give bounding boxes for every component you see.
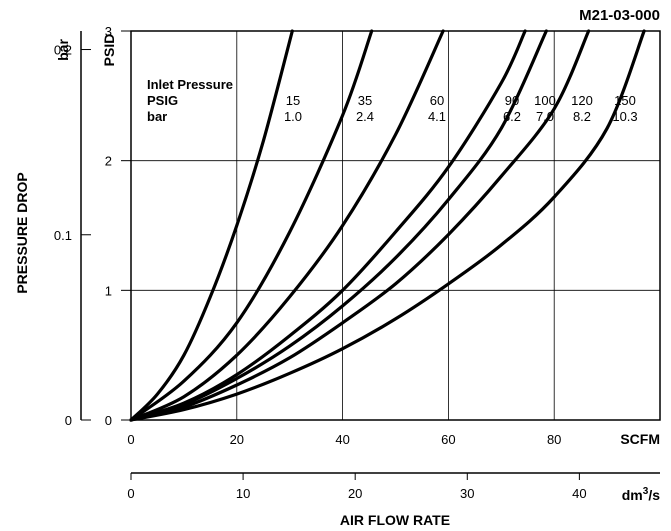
x-tick-label: 40 (335, 432, 349, 447)
curve-60-psig (129, 29, 445, 422)
x2-tick-label: 30 (460, 486, 474, 501)
curve-100-psig (129, 29, 548, 422)
y2-tick-label: 0.2 (54, 43, 72, 58)
curve-150-psig (129, 29, 646, 422)
x-unit-primary: SCFM (620, 431, 660, 447)
series-label-psig: 120 (571, 93, 593, 108)
x2-tick-labels: 0 10 20 30 40 (127, 473, 587, 501)
series-label-psig: 100 (534, 93, 556, 108)
series-label-bar: 1.0 (284, 109, 302, 124)
part-number: M21-03-000 (579, 7, 660, 24)
x-axis-title: AIR FLOW RATE (340, 512, 450, 528)
y-tick-label: 3 (105, 24, 112, 39)
y-tick-label: 2 (105, 154, 112, 169)
y2-tick-labels: 0 0.1 0.2 (54, 43, 91, 428)
curve-90-psig (129, 29, 527, 422)
series-label-psig: 60 (430, 93, 444, 108)
x2-tick-label: 40 (572, 486, 586, 501)
series-label-bar: 4.1 (428, 109, 446, 124)
legend-row1-label: PSIG (147, 93, 178, 108)
x-tick-label: 60 (441, 432, 455, 447)
x2-tick-label: 10 (236, 486, 250, 501)
y2-tick-label: 0 (65, 413, 72, 428)
y-unit-primary: PSID (101, 34, 117, 67)
legend-row2-label: bar (147, 109, 167, 124)
x-tick-label: 80 (547, 432, 561, 447)
y-axis-title: PRESSURE DROP (14, 172, 30, 293)
x-tick-label: 20 (230, 432, 244, 447)
series-label-psig: 35 (358, 93, 372, 108)
curves (129, 29, 646, 422)
y2-tick-label: 0.1 (54, 228, 72, 243)
y-tick-label: 0 (105, 413, 112, 428)
curve-120-psig (129, 29, 591, 422)
x-tick-label: 0 (127, 432, 134, 447)
x-unit-secondary: dm3/s (622, 486, 660, 503)
x-tick-labels: 0 20 40 60 80 (127, 432, 561, 447)
series-label-bar: 2.4 (356, 109, 374, 124)
x2-tick-label: 20 (348, 486, 362, 501)
curve-15-psig (129, 29, 294, 422)
series-label-psig: 15 (286, 93, 300, 108)
legend-heading: Inlet Pressure (147, 77, 233, 92)
series-label-bar: 7.0 (536, 109, 554, 124)
curve-35-psig (129, 29, 374, 422)
x2-tick-label: 0 (127, 486, 134, 501)
series-label-bar: 8.2 (573, 109, 591, 124)
y-tick-label: 1 (105, 283, 112, 298)
plot-frame (130, 30, 661, 421)
series-label-bar: 10.3 (612, 109, 637, 124)
y-tick-labels: 0 1 2 3 (105, 24, 131, 428)
y-unit-secondary: bar (55, 39, 71, 61)
